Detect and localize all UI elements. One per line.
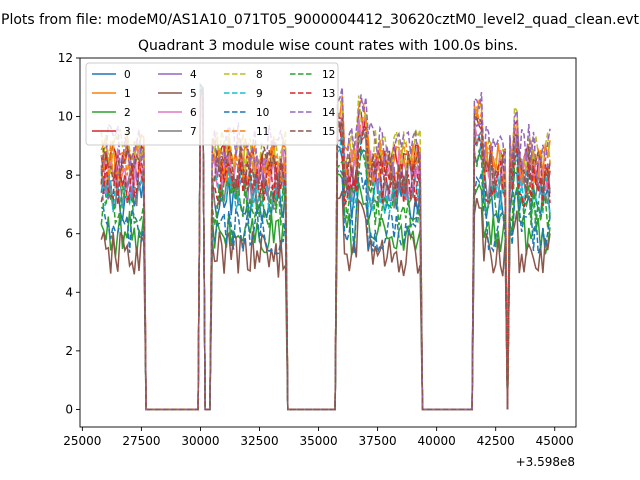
y-tick-label: 10 [58,110,73,124]
legend-label: 1 [124,88,131,100]
x-tick-label: 37500 [359,434,397,448]
x-tick-label: 32500 [240,434,278,448]
x-tick-label: 45000 [536,434,574,448]
legend-label: 7 [190,126,197,138]
series-line-15 [100,86,551,411]
x-tick-label: 30000 [181,434,219,448]
legend-label: 3 [124,126,131,138]
legend-label: 6 [190,107,197,119]
chart-suptitle: Plots from file: modeM0/AS1A10_071T05_90… [1,12,639,28]
y-tick-label: 0 [65,402,73,416]
legend-label: 14 [322,107,336,119]
y-tick-label: 6 [65,227,73,241]
x-tick-label: 27500 [122,434,160,448]
x-axis: 25000 27500 30000 32500 35000 37500 40000 42500… [63,427,574,448]
legend-label: 15 [322,126,335,138]
legend-label: 12 [322,69,335,81]
y-tick-label: 12 [58,51,73,65]
legend-label: 2 [124,107,131,119]
chart-title: Quadrant 3 module wise count rates with … [138,38,518,54]
legend-label: 4 [190,69,197,81]
legend-label: 5 [190,88,197,100]
legend-box [85,62,339,146]
legend-label: 0 [124,69,131,81]
x-tick-label: 35000 [299,434,337,448]
x-tick-label: 40000 [418,434,456,448]
x-tick-label: 42500 [477,434,515,448]
x-offset-label: +3.598e8 [516,455,575,469]
x-tick-label: 25000 [63,434,101,448]
legend-label: 11 [256,126,269,138]
y-tick-label: 2 [65,344,73,358]
legend-label: 9 [256,88,263,100]
y-tick-label: 8 [65,168,73,182]
series-lines [100,82,551,411]
legend-label: 13 [322,88,335,100]
plot-frame [79,57,577,428]
legend-label: 8 [256,69,263,81]
y-axis: 0 2 4 6 8 10 12 [58,51,80,416]
legend-label: 10 [256,107,269,119]
y-tick-label: 4 [65,285,73,299]
